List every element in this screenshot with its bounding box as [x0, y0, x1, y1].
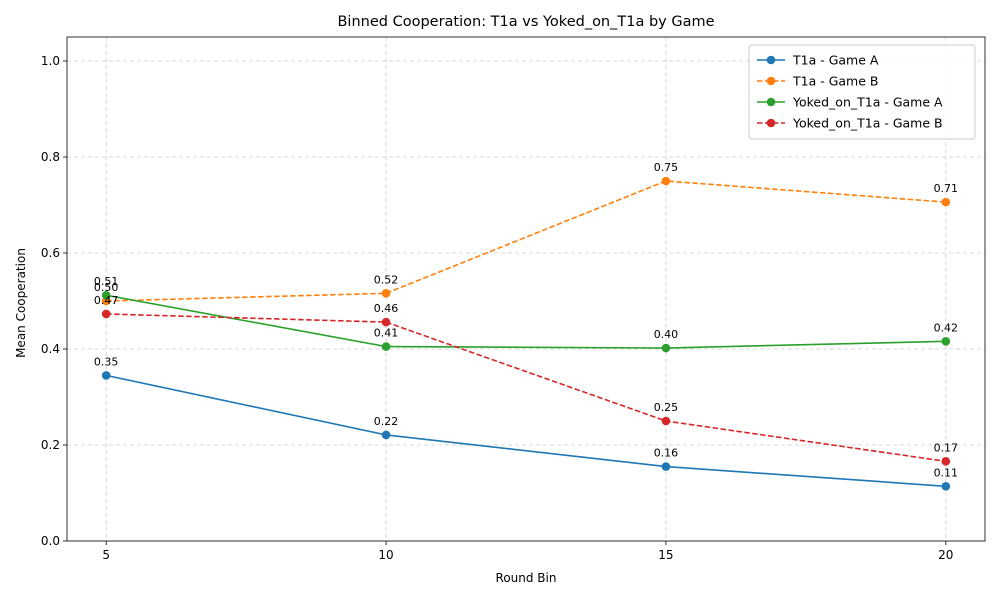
x-tick-label: 10 — [378, 548, 393, 562]
data-label: 0.46 — [374, 302, 399, 315]
legend-marker — [766, 97, 776, 107]
data-point — [661, 343, 671, 353]
data-label: 0.52 — [374, 273, 399, 286]
data-point — [101, 371, 111, 380]
axes: 5 10 15 20 0.0 0.2 0.4 0.6 0.8 1.0 — [41, 54, 954, 562]
data-label: 0.47 — [94, 294, 119, 307]
legend-label: Yoked_on_T1a - Game B — [792, 116, 943, 131]
y-tick-label: 0.2 — [41, 438, 60, 452]
legend-label: Yoked_on_T1a - Game A — [792, 95, 943, 110]
data-point — [941, 197, 951, 207]
legend-entry: Yoked_on_T1a - Game B — [757, 116, 943, 131]
data-label: 0.17 — [934, 441, 959, 454]
data-point — [941, 481, 951, 491]
series-line — [106, 180, 946, 302]
series-4 — [101, 309, 951, 466]
y-tick-label: 0.0 — [41, 534, 60, 548]
y-tick-label: 0.4 — [41, 342, 60, 356]
data-point — [101, 290, 111, 300]
legend: T1a - Game A T1a - Game B Yoked_on_T1a - G… — [748, 44, 976, 140]
data-labels: 0.35 0.22 0.16 0.11 0.50 0.52 0.75 0.71 0.51 0.41… — [94, 161, 958, 479]
x-axis-label: Round Bin — [496, 571, 557, 585]
y-tick-label: 0.6 — [41, 246, 60, 260]
data-label: 0.35 — [94, 355, 119, 368]
data-point — [661, 416, 671, 426]
y-tick-label: 0.8 — [41, 150, 60, 164]
legend-marker — [766, 55, 776, 65]
data-point — [381, 317, 391, 327]
data-point — [941, 337, 951, 346]
data-point — [381, 289, 391, 298]
series-1 — [101, 371, 951, 491]
data-point — [661, 176, 671, 186]
data-label: 0.16 — [654, 447, 679, 460]
data-point — [381, 430, 391, 440]
legend-marker — [766, 118, 776, 128]
data-label: 0.22 — [374, 415, 399, 428]
x-tick-label: 5 — [102, 548, 110, 562]
data-label: 0.11 — [934, 466, 959, 479]
series-line — [106, 294, 946, 349]
legend-box — [748, 44, 976, 140]
chart-title: Binned Cooperation: T1a vs Yoked_on_T1a … — [337, 14, 714, 30]
data-label: 0.25 — [654, 401, 679, 414]
y-axis-label: Mean Cooperation — [14, 248, 28, 358]
legend-entry: Yoked_on_T1a - Game A — [757, 95, 943, 110]
legend-label: T1a - Game A — [792, 53, 879, 68]
data-label: 0.41 — [374, 327, 399, 340]
legend-entry: T1a - Game A — [757, 53, 879, 68]
legend-marker — [766, 76, 776, 86]
data-point — [381, 342, 391, 351]
data-label: 0.50 — [94, 281, 119, 294]
series-2 — [101, 176, 951, 306]
x-tick-label: 15 — [658, 548, 673, 562]
data-label: 0.51 — [94, 275, 119, 288]
data-label: 0.40 — [654, 328, 679, 341]
data-label: 0.75 — [654, 161, 679, 174]
legend-label: T1a - Game B — [792, 74, 878, 89]
data-label: 0.71 — [934, 182, 959, 195]
data-point — [661, 462, 671, 471]
data-label: 0.42 — [934, 321, 959, 334]
series-line — [106, 374, 946, 488]
series-layer — [101, 176, 951, 491]
plot-frame — [66, 36, 986, 542]
legend-entry: T1a - Game B — [757, 74, 878, 89]
data-point — [101, 309, 111, 319]
data-point — [941, 457, 951, 466]
series-line — [106, 313, 946, 463]
y-tick-label: 1.0 — [41, 54, 60, 68]
series-3 — [101, 290, 951, 353]
x-tick-label: 20 — [938, 548, 953, 562]
